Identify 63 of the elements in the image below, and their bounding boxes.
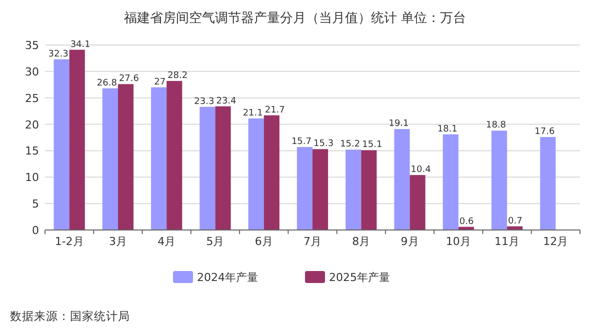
bar: [264, 115, 280, 230]
data-label: 34.1: [70, 40, 90, 50]
y-tick-label: 0: [32, 224, 39, 237]
x-tick-label: 3月: [108, 235, 127, 248]
chart-title: 福建省房间空气调节器产量分月（当月值）统计 单位：万台: [124, 10, 466, 26]
bar: [491, 130, 508, 230]
data-label: 28.2: [168, 70, 188, 81]
data-label: 15.2: [340, 140, 360, 150]
bar: [200, 106, 216, 230]
bar: [442, 134, 458, 230]
data-label: 21.7: [264, 105, 285, 116]
legend-label: 2024年产量: [197, 271, 258, 284]
data-label: 10.4: [410, 165, 432, 176]
y-tick-label: 15: [25, 144, 39, 158]
bar: [118, 84, 134, 230]
y-tick-label: 5: [32, 198, 39, 211]
y-tick-label: 30: [25, 65, 39, 78]
x-tick-label: 6月: [254, 235, 273, 248]
bar: [151, 87, 167, 230]
data-label: 15.1: [362, 140, 382, 150]
bar: [69, 50, 85, 230]
x-tick-label: 4月: [158, 235, 176, 248]
bar: [410, 175, 426, 230]
data-label: 27: [154, 77, 166, 88]
bar: [312, 149, 328, 230]
data-label: 19.1: [388, 119, 409, 130]
data-label: 26.8: [96, 78, 118, 88]
bar: [166, 80, 182, 230]
bar: [215, 106, 231, 230]
data-label: 15.3: [314, 139, 334, 150]
y-tick-label: 10: [25, 171, 39, 184]
data-label: 23.4: [216, 96, 237, 106]
data-label: 15.7: [291, 137, 312, 148]
bar: [102, 88, 118, 230]
data-label: 23.3: [194, 96, 214, 107]
legend-label: 2025年产量: [329, 271, 390, 284]
y-tick-label: 20: [25, 118, 39, 132]
bar: [540, 136, 556, 230]
x-tick-label: 12月: [543, 235, 568, 248]
data-label: 27.6: [118, 74, 140, 84]
data-label: 21.1: [242, 108, 263, 118]
x-tick-label: 1-2月: [54, 235, 84, 248]
y-tick-label: 35: [25, 39, 39, 52]
data-label: 0.7: [508, 216, 522, 226]
bar: [296, 147, 312, 230]
bar: [394, 129, 410, 230]
data-label: 17.6: [534, 126, 555, 137]
bar: [361, 150, 377, 230]
data-label: 18.1: [437, 124, 458, 134]
x-tick-label: 5月: [206, 235, 224, 248]
x-tick-label: 10月: [446, 235, 471, 248]
x-tick-label: 11月: [494, 235, 520, 248]
x-tick-label: 8月: [352, 235, 370, 248]
data-label: 32.3: [48, 49, 68, 60]
bar: [54, 59, 70, 230]
data-label: 0.6: [459, 216, 474, 227]
bar: [346, 150, 362, 230]
data-label: 18.8: [486, 120, 506, 131]
bar: [248, 118, 264, 230]
x-tick-label: 9月: [400, 235, 419, 248]
source-note: 数据来源：国家统计局: [10, 309, 130, 323]
y-tick-label: 25: [25, 92, 39, 105]
x-tick-label: 7月: [304, 235, 322, 248]
